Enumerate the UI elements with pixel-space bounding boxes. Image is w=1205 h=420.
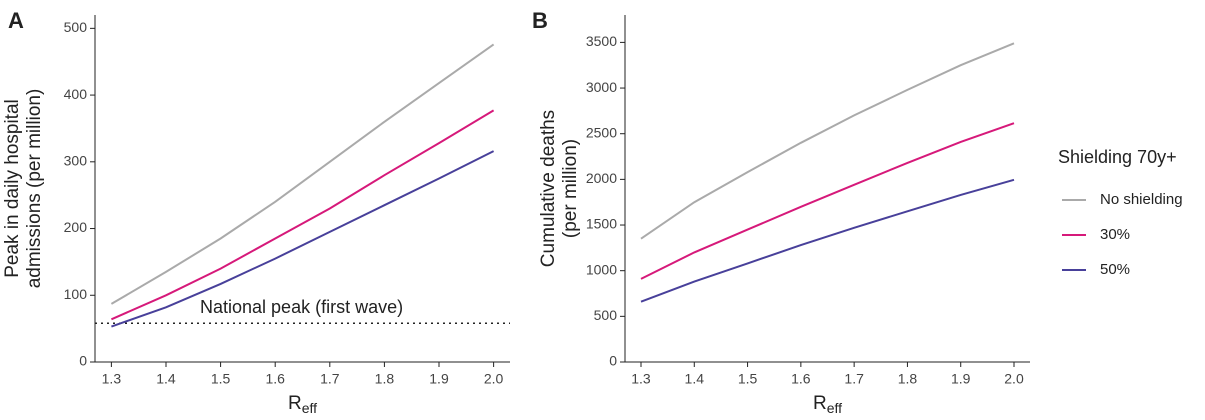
- x-axis-label: Reff: [288, 393, 317, 416]
- legend-label: 50%: [1100, 261, 1130, 278]
- y-tick-label: 0: [609, 353, 617, 369]
- series-line: [110, 43, 495, 305]
- y-tick-label: 100: [64, 286, 88, 302]
- y-tick-label: 300: [64, 153, 88, 169]
- y-label-line: Cumulative deaths: [538, 110, 559, 267]
- y-label-line: admissions (per million): [24, 89, 45, 289]
- x-tick-label: 2.0: [484, 371, 504, 387]
- x-tick-label: 1.5: [211, 371, 231, 387]
- x-tick-label: 1.7: [844, 371, 864, 387]
- y-tick-label: 200: [64, 219, 88, 235]
- y-tick-label: 400: [64, 86, 88, 102]
- y-tick-label: 0: [79, 353, 87, 369]
- x-label-main: R: [288, 393, 302, 414]
- y-axis-label: Cumulative deaths(per million): [538, 110, 581, 267]
- x-tick-label: 1.8: [375, 371, 395, 387]
- x-tick-label: 1.6: [265, 371, 285, 387]
- legend-label: No shielding: [1100, 191, 1183, 208]
- x-tick-label: 1.7: [320, 371, 340, 387]
- x-label-main: R: [813, 393, 827, 414]
- x-tick-label: 1.8: [898, 371, 918, 387]
- x-tick-label: 1.6: [791, 371, 811, 387]
- legend-title: Shielding 70y+: [1058, 147, 1177, 167]
- y-axis-label: Peak in daily hospitaladmissions (per mi…: [2, 89, 45, 289]
- x-tick-label: 1.4: [685, 371, 705, 387]
- x-label-sub: eff: [302, 400, 317, 416]
- x-tick-label: 1.4: [156, 371, 176, 387]
- y-tick-label: 1000: [586, 261, 617, 277]
- panel-label: B: [532, 8, 548, 33]
- y-tick-label: 2500: [586, 124, 617, 140]
- x-axis-label: Reff: [813, 393, 842, 416]
- series-line: [640, 42, 1015, 240]
- y-tick-label: 500: [64, 19, 88, 35]
- series-line: [110, 109, 495, 321]
- x-tick-label: 1.3: [631, 371, 651, 387]
- y-tick-label: 2000: [586, 170, 617, 186]
- annotation: National peak (first wave): [200, 297, 403, 317]
- x-tick-label: 1.3: [102, 371, 122, 387]
- x-tick-label: 1.9: [429, 371, 449, 387]
- legend-label: 30%: [1100, 226, 1130, 243]
- series-line: [640, 178, 1015, 303]
- y-tick-label: 1500: [586, 216, 617, 232]
- series-line: [640, 122, 1015, 280]
- x-label-sub: eff: [827, 400, 842, 416]
- y-tick-label: 500: [594, 307, 618, 323]
- x-tick-label: 1.5: [738, 371, 758, 387]
- x-tick-label: 1.9: [951, 371, 971, 387]
- series-line: [111, 150, 495, 328]
- y-tick-label: 3000: [586, 79, 617, 95]
- y-label-line: (per million): [560, 139, 581, 238]
- panel-label: A: [8, 8, 24, 33]
- y-tick-label: 3500: [586, 33, 617, 49]
- y-label-line: Peak in daily hospital: [2, 99, 23, 278]
- x-tick-label: 2.0: [1004, 371, 1024, 387]
